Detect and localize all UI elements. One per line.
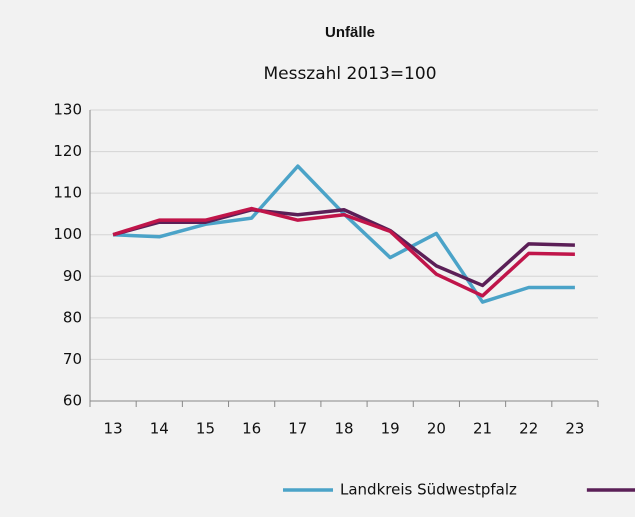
y-tick-label: 120 xyxy=(53,142,82,160)
x-tick-label: 18 xyxy=(334,420,353,438)
x-tick-label: 23 xyxy=(565,420,584,438)
y-tick-label: 70 xyxy=(63,350,82,368)
series-line xyxy=(112,208,575,288)
x-tick-label: 22 xyxy=(519,420,538,438)
chart-title: Unfälle xyxy=(325,24,375,41)
x-tick-label: 20 xyxy=(427,420,446,438)
x-tick-label: 13 xyxy=(104,420,123,438)
y-tick-label: 60 xyxy=(63,392,82,410)
y-tick-label: 110 xyxy=(53,184,82,202)
x-tick-label: 14 xyxy=(150,420,169,438)
y-tick-label: 130 xyxy=(53,101,82,119)
x-tick-label: 19 xyxy=(381,420,400,438)
chart-subtitle: Messzahl 2013=100 xyxy=(263,64,436,84)
x-tick-label: 16 xyxy=(242,420,261,438)
x-tick-label: 21 xyxy=(473,420,492,438)
legend-label: Landkreis Südwestpfalz xyxy=(340,481,517,499)
series-line xyxy=(112,206,575,298)
y-tick-label: 80 xyxy=(63,308,82,326)
y-tick-label: 90 xyxy=(63,267,82,285)
x-tick-label: 15 xyxy=(196,420,215,438)
x-tick-label: 17 xyxy=(288,420,307,438)
y-tick-label: 100 xyxy=(53,225,82,243)
